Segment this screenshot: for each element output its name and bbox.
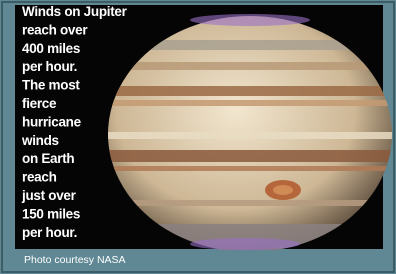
- caption-line: The most: [22, 78, 80, 93]
- page: Winds on Jupiter reach over 400 miles per h…: [0, 0, 396, 274]
- caption-line: fierce: [22, 96, 57, 111]
- photo-credit: Photo courtesy NASA: [24, 254, 126, 266]
- photo-panel: Winds on Jupiter reach over 400 miles per h…: [0, 0, 396, 274]
- caption-line: hurricane: [22, 114, 82, 129]
- caption-line: on Earth: [22, 151, 74, 166]
- caption-line: Winds on Jupiter: [22, 4, 128, 19]
- caption-line: per hour.: [22, 59, 77, 74]
- caption-line: winds: [21, 133, 59, 148]
- caption-line: 400 miles: [22, 41, 80, 56]
- caption-line: 150 miles: [22, 206, 80, 221]
- caption-line: just over: [21, 188, 77, 203]
- caption-line: reach over: [22, 22, 88, 37]
- caption-line: per hour.: [22, 225, 77, 240]
- caption-line: reach: [22, 170, 57, 185]
